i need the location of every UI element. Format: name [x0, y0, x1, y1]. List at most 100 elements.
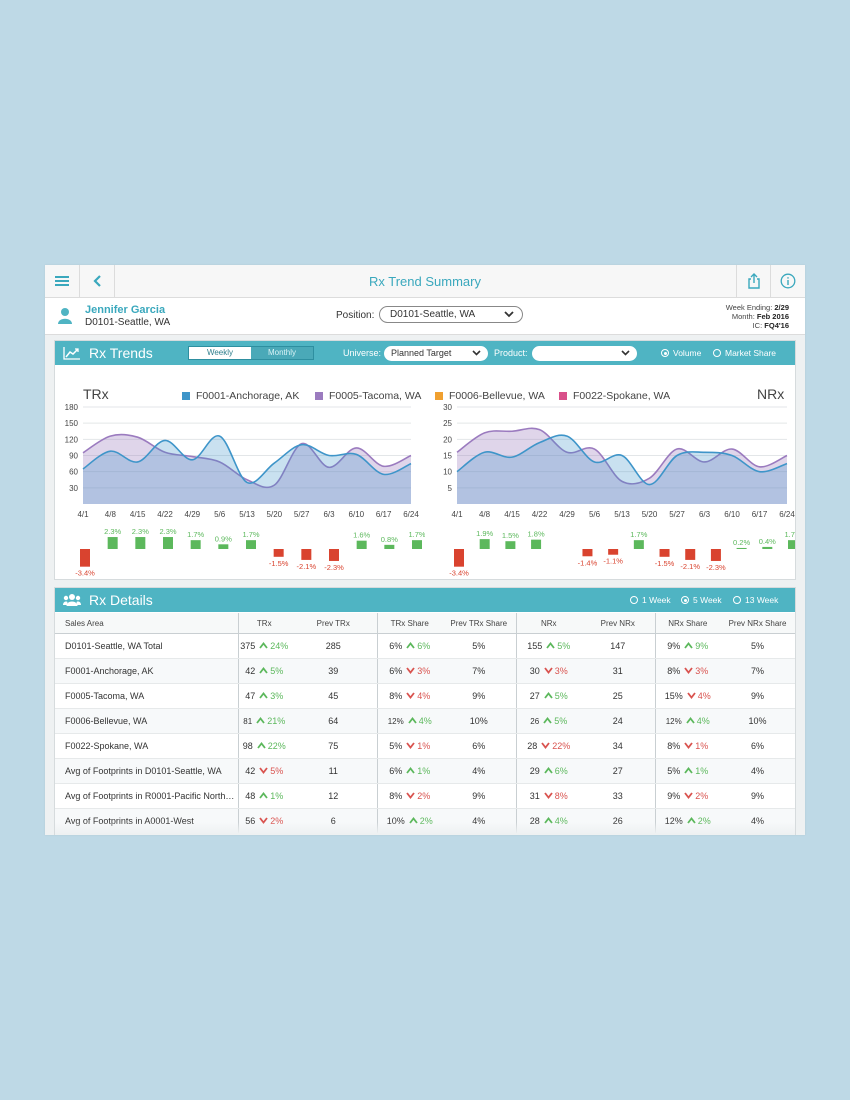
arrow-up-icon	[259, 642, 268, 649]
col-header[interactable]: Sales Area	[55, 613, 238, 634]
table-row[interactable]: F0006-Bellevue, WA 81 21% 64 12% 4% 10% 26 5% 24 1…	[55, 708, 795, 734]
product-select[interactable]	[532, 346, 637, 361]
col-header[interactable]: Prev NRx Share	[720, 613, 795, 634]
table-row[interactable]: Avg of Footprints in D0101-Seattle, WA 42…	[55, 758, 795, 784]
volume-radio[interactable]: Volume	[661, 348, 701, 358]
change-bar	[762, 546, 773, 549]
y-tick-label: 20	[443, 435, 452, 444]
y-tick-label: 15	[443, 452, 452, 461]
col-header[interactable]: NRx Share	[654, 613, 720, 634]
table-row[interactable]: F0001-Anchorage, AK 42 5% 39 6% 3% 7% 30 3% 31 8% 3…	[55, 658, 795, 684]
market-share-radio[interactable]: Market Share	[713, 348, 776, 358]
x-tick-label: 6/24	[779, 510, 795, 519]
thirteen-week-label: 13 Week	[745, 595, 779, 605]
legend-swatch	[315, 392, 323, 400]
volume-label: Volume	[673, 348, 702, 358]
change-label: -1.5%	[269, 559, 289, 568]
chevron-down-icon	[472, 350, 481, 356]
arrow-down-icon	[406, 742, 415, 749]
trx-cell-value: 42	[245, 666, 256, 676]
prev-trx-value: 11	[328, 766, 338, 776]
universe-select[interactable]: Planned Target	[384, 346, 488, 361]
col-header[interactable]: Prev TRx Share	[442, 613, 516, 634]
change-bar	[329, 549, 339, 561]
weekly-toggle[interactable]: Weekly	[189, 347, 251, 359]
prev-nrx-share-cell: 5%	[720, 633, 795, 659]
trx-share-cell-value: 10%	[386, 816, 405, 826]
five-week-radio[interactable]: 5 Week	[681, 595, 722, 605]
table-row[interactable]: F0005-Tacoma, WA 47 3% 45 8% 4% 9% 27 5% 25 15% 4% 9…	[55, 683, 795, 709]
nrx-share-cell-change: 2%	[697, 816, 711, 826]
change-bar	[685, 549, 696, 560]
prev-nrx-cell: 147	[581, 633, 655, 659]
prev-trx-value: 45	[328, 691, 339, 701]
product-label: Product:	[494, 348, 528, 358]
one-week-radio[interactable]: 1 Week	[630, 595, 671, 605]
trx-share-cell: 6% 1%	[376, 758, 442, 784]
trend-chart-icon	[63, 347, 80, 360]
x-tick-label: 4/8	[479, 510, 491, 519]
prev-nrx-share-cell: 9%	[720, 783, 795, 809]
x-tick-label: 6/17	[752, 510, 768, 519]
position-select[interactable]: D0101-Seattle, WA	[379, 306, 523, 323]
user-icon	[58, 308, 72, 324]
table-row[interactable]: D0101-Seattle, WA Total 375 24% 285 6% 6% 5% 15…	[55, 633, 795, 659]
arrow-up-icon	[408, 717, 417, 724]
col-header[interactable]: NRx	[515, 613, 581, 634]
change-label: 0.4%	[759, 537, 776, 546]
thirteen-week-radio[interactable]: 13 Week	[733, 595, 778, 605]
change-label: -3.4%	[449, 569, 469, 577]
nrx-share-cell-change: 4%	[696, 716, 710, 726]
nrx-cell-value: 30	[529, 666, 540, 676]
change-bar	[736, 547, 747, 549]
share-button[interactable]	[737, 265, 771, 297]
series-area	[83, 435, 411, 504]
change-label: 0.9%	[215, 534, 232, 543]
table-row[interactable]: Avg of Footprints in R0001-Pacific North…	[55, 783, 795, 809]
back-button[interactable]	[80, 265, 114, 297]
trx-share-cell: 8% 2%	[376, 783, 442, 809]
change-bar	[356, 540, 367, 549]
prev-trx-share-cell: 9%	[442, 683, 516, 709]
y-tick-label: 10	[443, 468, 452, 477]
menu-button[interactable]	[45, 265, 79, 297]
nrx-share-cell-value: 15%	[664, 691, 683, 701]
chevron-left-icon	[93, 275, 101, 287]
legend-item-spokane: F0022-Spokane, WA	[559, 390, 670, 402]
sales-area-label: D0101-Seattle, WA Total	[65, 641, 163, 651]
monthly-toggle[interactable]: Monthly	[251, 347, 313, 359]
change-label: -2.3%	[706, 563, 726, 572]
sales-area-cell: D0101-Seattle, WA Total	[55, 633, 238, 659]
nrx-cell-value: 155	[527, 641, 543, 651]
nrx-share-cell-value: 8%	[667, 666, 681, 676]
nrx-share-cell-value: 12%	[665, 717, 682, 726]
month-value: Feb 2016	[756, 312, 789, 321]
prev-trx-share-cell: 10%	[442, 708, 516, 734]
nrx-share-cell-value: 12%	[664, 816, 683, 826]
rx-trends-title: Rx Trends	[89, 345, 153, 361]
info-button[interactable]	[771, 265, 805, 297]
change-label: -1.1%	[603, 557, 623, 566]
col-header[interactable]: TRx Share	[376, 613, 442, 634]
prev-trx-share-value: 9%	[472, 691, 486, 701]
trx-share-cell: 6% 6%	[376, 633, 442, 659]
change-bar	[384, 544, 395, 549]
col-header[interactable]: TRx	[237, 613, 290, 634]
trx-share-cell: 5% 1%	[376, 733, 442, 759]
nrx-share-cell-change: 1%	[695, 741, 709, 751]
arrow-up-icon	[259, 667, 268, 674]
x-tick-label: 4/22	[157, 510, 173, 519]
prev-trx-share-value: 4%	[472, 816, 486, 826]
col-header[interactable]: Prev TRx	[290, 613, 377, 634]
arrow-down-icon	[544, 667, 553, 674]
prev-trx-cell: 11	[290, 758, 377, 784]
table-row[interactable]: F0022-Spokane, WA 98 22% 75 5% 1% 6% 28 22% 34 8% 1…	[55, 733, 795, 759]
trx-cell-value: 47	[245, 691, 256, 701]
app-window: Rx Trend Summary Jennifer Garcia D0101-S…	[45, 265, 805, 835]
x-tick-label: 6/3	[699, 510, 711, 519]
sales-area-cell: F0001-Anchorage, AK	[55, 658, 238, 684]
legend-item-bellevue: F0006-Bellevue, WA	[435, 390, 545, 402]
trx-cell-change: 5%	[270, 766, 284, 776]
col-header[interactable]: Prev NRx	[581, 613, 655, 634]
change-label: 1.7%	[784, 530, 795, 539]
